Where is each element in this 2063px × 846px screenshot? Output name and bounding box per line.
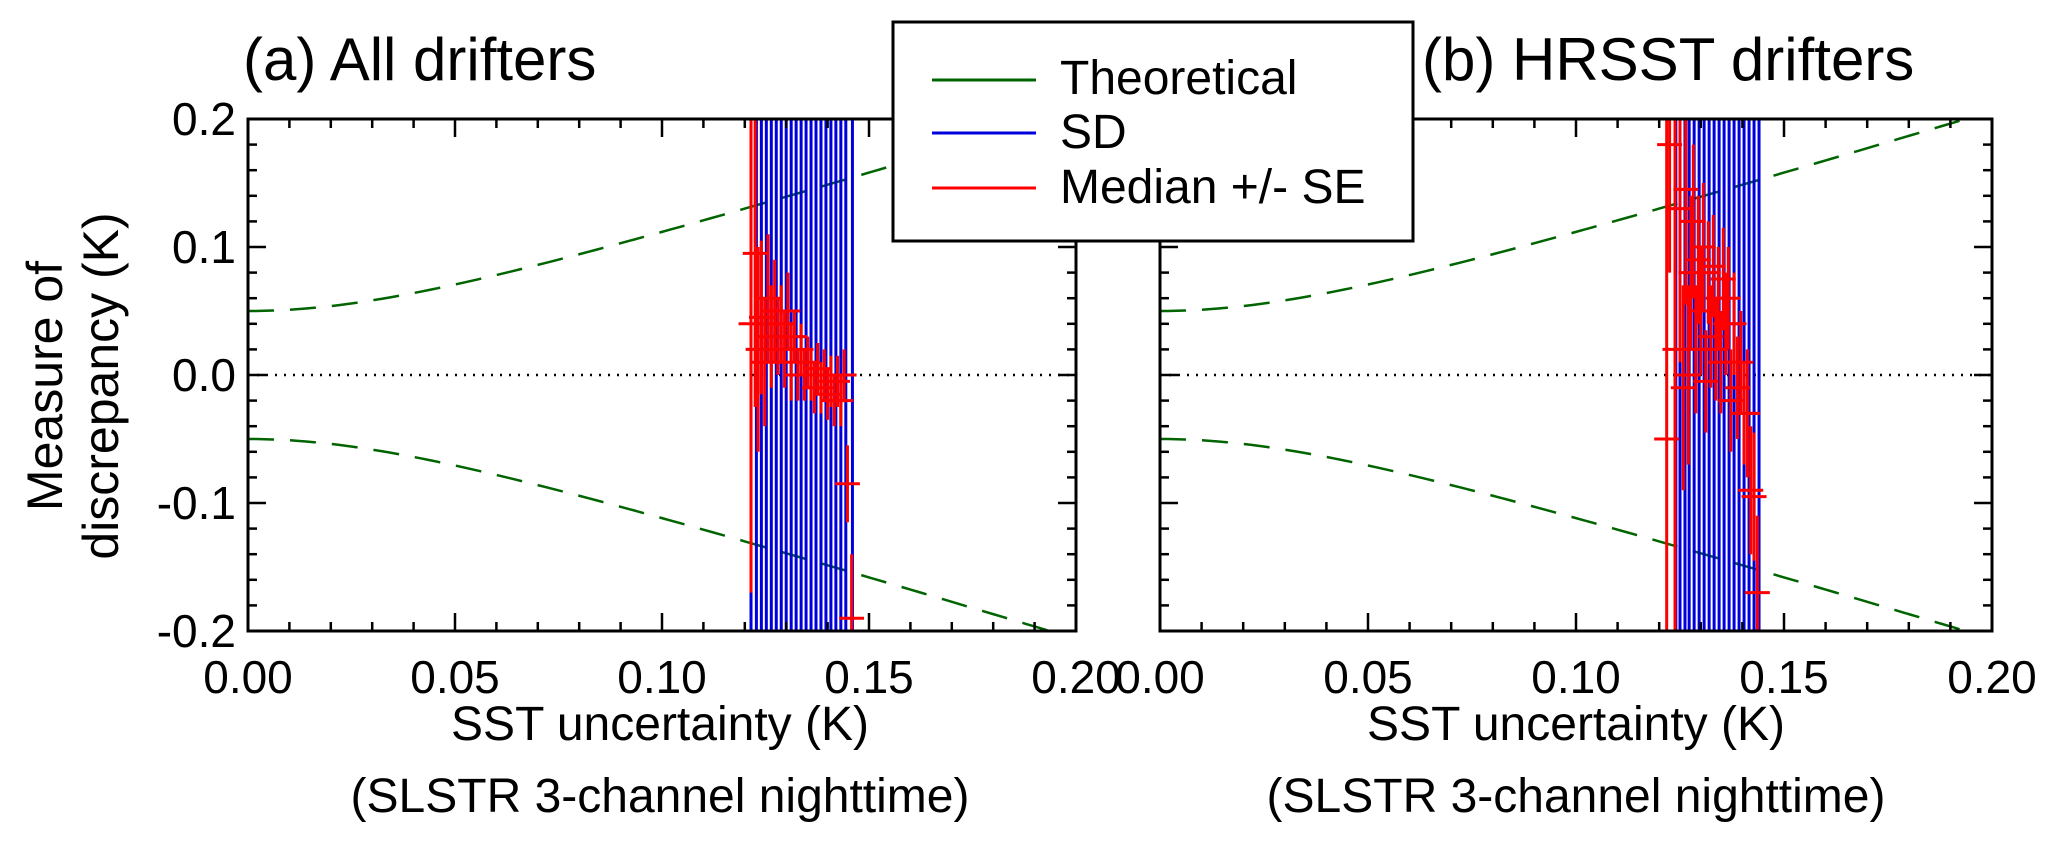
panel-b-median-point-14 (1695, 221, 1721, 324)
panel-a-median-point-4 (752, 298, 778, 427)
panel-b-median-point-8 (1680, 144, 1706, 299)
panel-b-median-point-22 (1715, 247, 1741, 350)
legend: Theoretical SD Median +/- SE (891, 20, 1415, 243)
panel-b-plot-area (1158, 117, 1994, 633)
panel-b-median-point-12 (1690, 183, 1716, 311)
panel-a-median-point-13 (782, 311, 807, 363)
legend-label-sd: SD (1060, 106, 1127, 159)
panel-a-x-tick-labels: 0.00 0.05 0.10 0.15 0.20 (203, 651, 1121, 703)
y-axis-label-line1: Measure of (17, 261, 73, 511)
panel-a-median-point-30 (839, 554, 865, 631)
panel-b-median-point-28 (1734, 349, 1760, 478)
panel-a-y-tick-labels: 0.2 0.1 0.0 -0.1 -0.2 (157, 93, 236, 657)
panel-a-ytick-label-0: 0.2 (172, 93, 236, 145)
panel-b-median-point-30 (1741, 432, 1767, 561)
panel-a-x-axis-sublabel: (SLSTR 3-channel nighttime) (351, 770, 970, 823)
panel-a-median-point-17 (795, 336, 821, 388)
panel-a-xtick-label-2: 0.10 (617, 651, 707, 703)
panel-a-theoretical-upper (248, 119, 1055, 313)
panel-b-median-point-29 (1738, 426, 1764, 555)
panel-b-xtick-label-0: 0.00 (1115, 651, 1205, 703)
panel-all-drifters: (a) All drifters 0.20.10.0-0.1-0.2 0.00 0… (157, 26, 1121, 823)
panel-a-xtick-label-0: 0.00 (203, 651, 293, 703)
panel-a-median-point-27 (828, 375, 854, 427)
panel-a-xtick-label-1: 0.05 (410, 651, 500, 703)
panel-a-median-point-21 (808, 362, 834, 414)
panel-b-xtick-label-4: 0.20 (1947, 651, 2037, 703)
panel-a-median-point-28 (831, 349, 857, 401)
legend-label-theoretical: Theoretical (1060, 52, 1297, 105)
panel-a-plot-area (246, 117, 1078, 633)
panel-b-data-layer (1160, 119, 1992, 631)
panel-hrsst-drifters: (b) HRSST drifters 0.00 0.05 0.10 0.15 0.20 … (1115, 26, 2037, 823)
panel-a-median-point-2 (745, 247, 771, 452)
panel-b-median-point-23 (1718, 349, 1744, 452)
panel-b-title: (b) HRSST drifters (1422, 26, 1914, 93)
panel-b-median-point-31 (1744, 515, 1770, 631)
panel-a-data-layer (248, 119, 1076, 631)
panel-b-median-point-24 (1721, 272, 1747, 375)
panel-a-median-point-0 (738, 119, 764, 593)
panel-a-ytick-label-3: -0.1 (157, 477, 236, 529)
panel-b-median-point-26 (1728, 311, 1754, 414)
panel-b-median-point-16 (1700, 215, 1726, 318)
panel-b-median-point-10 (1685, 195, 1711, 324)
panel-b-median-point-20 (1710, 227, 1736, 331)
panel-a-title: (a) All drifters (243, 26, 596, 93)
y-axis-label-line2: discrepancy (K) (73, 212, 129, 559)
panel-a-ytick-label-2: 0.0 (172, 349, 236, 401)
panel-a-median-point-29 (835, 445, 860, 523)
panel-a-median-point-20 (805, 343, 831, 395)
panel-b-x-axis-sublabel: (SLSTR 3-channel nighttime) (1267, 770, 1886, 823)
panel-b-xtick-label-3: 0.15 (1739, 651, 1829, 703)
panel-b-median-point-4 (1670, 285, 1696, 491)
panel-a-ytick-label-4: -0.2 (157, 605, 236, 657)
panel-a-xtick-label-4: 0.20 (1031, 651, 1121, 703)
panel-b-median-point-13 (1693, 330, 1719, 433)
panel-a-x-axis-label: SST uncertainty (K) (451, 698, 869, 751)
panel-a-median-point-15 (788, 323, 814, 375)
panel-a-median-point-23 (815, 368, 841, 420)
panel-b-x-axis-label: SST uncertainty (K) (1367, 698, 1785, 751)
panel-b-theoretical-lower (1160, 437, 1970, 631)
panel-a-median-point-1 (742, 119, 768, 407)
panel-a-xtick-label-3: 0.15 (824, 651, 914, 703)
panel-b-x-tick-labels: 0.00 0.05 0.10 0.15 0.20 (1115, 651, 2037, 703)
panel-a-median-point-26 (825, 355, 850, 407)
panel-a-ytick-label-1: 0.1 (172, 221, 236, 273)
panel-b-median-point-17 (1703, 298, 1729, 401)
panel-b-theoretical-upper (1160, 119, 1970, 313)
panel-b-xtick-label-1: 0.05 (1323, 651, 1413, 703)
panel-a-theoretical-lower (248, 437, 1055, 631)
panel-a-median-point-5 (755, 234, 781, 363)
panel-b-median-point-25 (1724, 336, 1750, 439)
panel-b-median-point-1 (1657, 119, 1683, 273)
panel-a-median-point-3 (748, 240, 774, 395)
panel-b-median-point-3 (1667, 119, 1693, 363)
panel-b-xtick-label-2: 0.10 (1531, 651, 1621, 703)
legend-label-median-se: Median +/- SE (1060, 161, 1365, 214)
